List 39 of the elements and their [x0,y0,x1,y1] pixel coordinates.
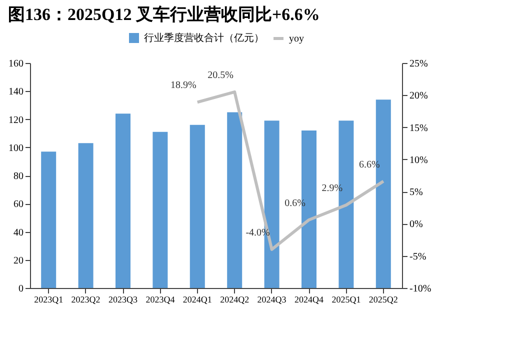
x-tick-label: 2023Q1 [34,294,64,304]
y2-tick-label: -5% [410,251,426,262]
y-tick-label: 160 [8,58,24,70]
y2-tick-label: -10% [410,284,432,294]
y-tick-label: 140 [8,86,24,98]
x-tick-label: 2023Q3 [108,294,138,304]
x-tick-label: 2024Q4 [294,294,324,304]
y2-tick-label: 20% [410,90,428,102]
y-tick-label: 80 [14,171,24,182]
y2-tick-label: 25% [410,58,428,70]
y-tick-label: 20 [14,255,24,266]
x-tick-label: 2023Q4 [146,294,176,304]
x-tick-label: 2024Q3 [257,294,287,304]
x-tick-label: 2023Q2 [71,294,100,304]
x-tick-label: 2024Q2 [220,294,250,304]
y2-tick-label: 5% [410,187,423,198]
y-tick-label: 60 [14,199,24,210]
bar [152,132,168,288]
y2-tick-label: 10% [410,154,428,166]
y2-tick-label: 15% [410,122,428,134]
x-tick-label: 2025Q1 [332,294,361,304]
bar [227,112,242,288]
y-tick-label: 0 [18,284,24,294]
chart-title: 图136：2025Q12 叉车行业营收同比+6.6% [8,5,320,24]
line-series [196,90,385,251]
data-label: 20.5% [208,70,234,81]
data-label: 18.9% [170,80,196,92]
y-tick-label: 100 [8,142,24,154]
y-tick-label: 40 [14,227,24,238]
bar [190,124,205,288]
x-tick-label: 2025Q2 [368,294,398,304]
y2-tick-label: 0% [410,219,423,230]
bar [78,143,94,288]
bar [116,114,130,288]
x-tick-label: 2024Q1 [182,294,212,304]
legend-label: yoy [289,34,304,44]
legend-label: 行业季度营收合计（亿元） [144,32,264,44]
bar [41,152,56,288]
y-tick-label: 120 [8,114,24,126]
